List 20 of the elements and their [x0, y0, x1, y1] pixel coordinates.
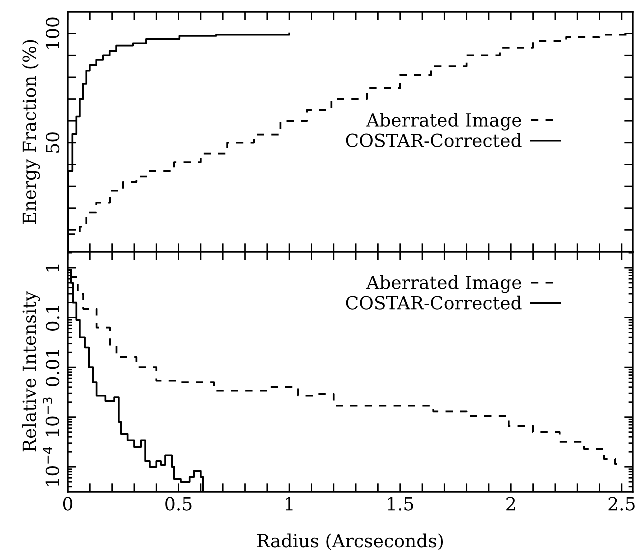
legend-label: COSTAR-Corrected	[346, 296, 522, 310]
y-tick-label: 0.01	[46, 350, 60, 386]
x-tick-label: 2.5	[608, 497, 635, 511]
x-tick-label: 1.5	[388, 497, 414, 511]
x-axis-title: Radius (Arcseconds)	[258, 534, 444, 550]
y-tick-label: 50	[46, 132, 60, 153]
y-tick-label: 100	[46, 18, 60, 49]
y-tick-label: 1	[46, 264, 60, 272]
x-tick-label: 2	[506, 497, 516, 511]
y-tick-label: 10$^{−3}$	[42, 398, 60, 436]
y-axis-title: Relative Intensity	[22, 291, 40, 452]
legend-label: Aberrated Image	[366, 275, 522, 294]
legend-label: Aberrated Image	[366, 113, 522, 131]
x-tick-label: 0	[63, 497, 73, 511]
y-axis-title: Energy Fraction (%)	[22, 40, 40, 224]
x-tick-label: 1	[286, 497, 293, 511]
y-tick-label: 0.1	[46, 306, 60, 331]
y-tick-label: 10$^{−4}$	[43, 447, 60, 486]
legend-label: COSTAR-Corrected	[346, 133, 522, 148]
x-tick-label: 0.5	[166, 497, 192, 511]
